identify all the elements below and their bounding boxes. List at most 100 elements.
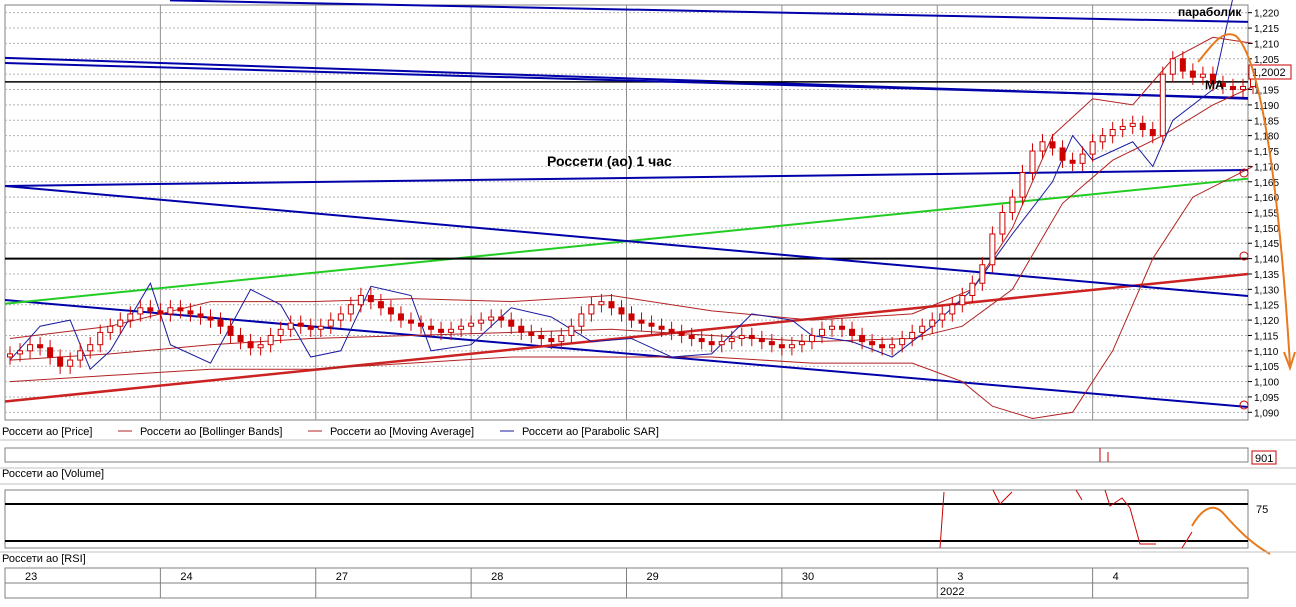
candle-body (959, 295, 966, 306)
candle-body (57, 356, 64, 367)
candle-body (438, 328, 445, 333)
price-tick-label: 1,140 (1254, 255, 1279, 266)
candle-body (377, 301, 384, 309)
date-label: 24 (180, 571, 192, 583)
indicator-lines (9, 0, 1254, 420)
candle-body (859, 334, 866, 343)
price-tick-label: 1,110 (1254, 347, 1279, 358)
ma-annotation: MA (1205, 78, 1224, 92)
candle-body (157, 310, 164, 315)
price-tick-label: 1,135 (1254, 270, 1279, 281)
candle-body (608, 301, 615, 309)
candle-body (909, 331, 916, 340)
candle-body (327, 319, 334, 327)
candle-body (929, 319, 936, 327)
legend-item: Россети ао [Bollinger Bands] (140, 426, 282, 438)
date-label: 28 (491, 571, 503, 583)
rsi-line (939, 489, 1193, 549)
candle-body (77, 350, 84, 361)
price-tick-label: 1,170 (1254, 162, 1279, 173)
candle-body (708, 341, 715, 346)
trend-line (169, 0, 1249, 23)
candle-body (397, 313, 404, 321)
price-tick-label: 1,090 (1254, 408, 1279, 419)
price-tick-label: 1,165 (1254, 178, 1279, 189)
candle-body (538, 334, 545, 340)
candle-body (117, 319, 124, 327)
candle-body (969, 282, 976, 297)
candle-body (367, 295, 374, 303)
price-tick-label: 1,220 (1254, 9, 1279, 20)
marker-dot (1239, 251, 1249, 261)
candle-body (1039, 141, 1046, 152)
trend-line (4, 169, 1249, 187)
parabolic-sar-line (9, 0, 1233, 371)
candle-body (127, 313, 134, 321)
candle-body (307, 325, 314, 330)
candle-body (879, 344, 886, 349)
candle-body (37, 344, 44, 349)
price-tick-label: 1,145 (1254, 239, 1279, 250)
candle-body (1159, 73, 1166, 137)
candle-body (1169, 58, 1176, 75)
candle-body (137, 307, 144, 315)
price-tick-label: 1,115 (1254, 331, 1279, 342)
last-price-label: 1,2002 (1252, 67, 1286, 79)
candle-body (618, 307, 625, 315)
candle-body (839, 325, 846, 330)
candle-body (808, 334, 815, 343)
price-tick-label: 1,160 (1254, 193, 1279, 204)
candle-body (748, 334, 755, 340)
candle-body (47, 347, 54, 358)
candle-body (508, 319, 515, 327)
candle-body (167, 307, 174, 315)
marker-dot (1239, 168, 1249, 178)
candles (7, 51, 1257, 374)
year-label: 2022 (940, 586, 964, 598)
candle-body (568, 325, 575, 336)
candle-body (387, 307, 394, 315)
candle-body (588, 304, 595, 315)
forecast-arrow-head (1283, 351, 1296, 372)
candle-body (889, 344, 896, 349)
candle-body (1229, 85, 1236, 91)
candle-body (678, 331, 685, 336)
candle-body (1109, 129, 1116, 137)
candle-body (849, 328, 856, 336)
marker-dot (1239, 400, 1249, 410)
price-tick-label: 1,105 (1254, 362, 1279, 373)
candle-body (919, 325, 926, 333)
candle-body (237, 334, 244, 343)
candle-body (97, 331, 104, 346)
bollinger-upper (9, 36, 1254, 339)
candle-body (578, 313, 585, 327)
candle-body (17, 350, 24, 355)
candle-body (478, 319, 485, 324)
candle-body (498, 316, 505, 321)
price-tick-label: 1,120 (1254, 316, 1279, 327)
legend-item: Россети ао [Moving Average] (330, 426, 474, 438)
candle-body (468, 322, 475, 327)
candle-body (628, 313, 635, 321)
candle-body (107, 325, 114, 333)
candle-body (949, 304, 956, 315)
date-label: 29 (647, 571, 659, 583)
candle-body (407, 319, 414, 324)
candle-body (668, 328, 675, 333)
candle-body (357, 295, 364, 306)
candle-body (1089, 141, 1096, 155)
candle-body (548, 338, 555, 343)
candle-body (1059, 147, 1066, 161)
price-tick-label: 1,195 (1254, 86, 1279, 97)
candle-body (428, 325, 435, 330)
price-tick-label: 1,175 (1254, 147, 1279, 158)
candle-body (337, 313, 344, 321)
trend-line (4, 185, 1249, 297)
candle-body (688, 334, 695, 340)
candle-body (227, 325, 234, 336)
candle-body (67, 359, 74, 367)
candle-body (217, 319, 224, 327)
candle-body (147, 307, 154, 312)
candle-body (297, 322, 304, 327)
